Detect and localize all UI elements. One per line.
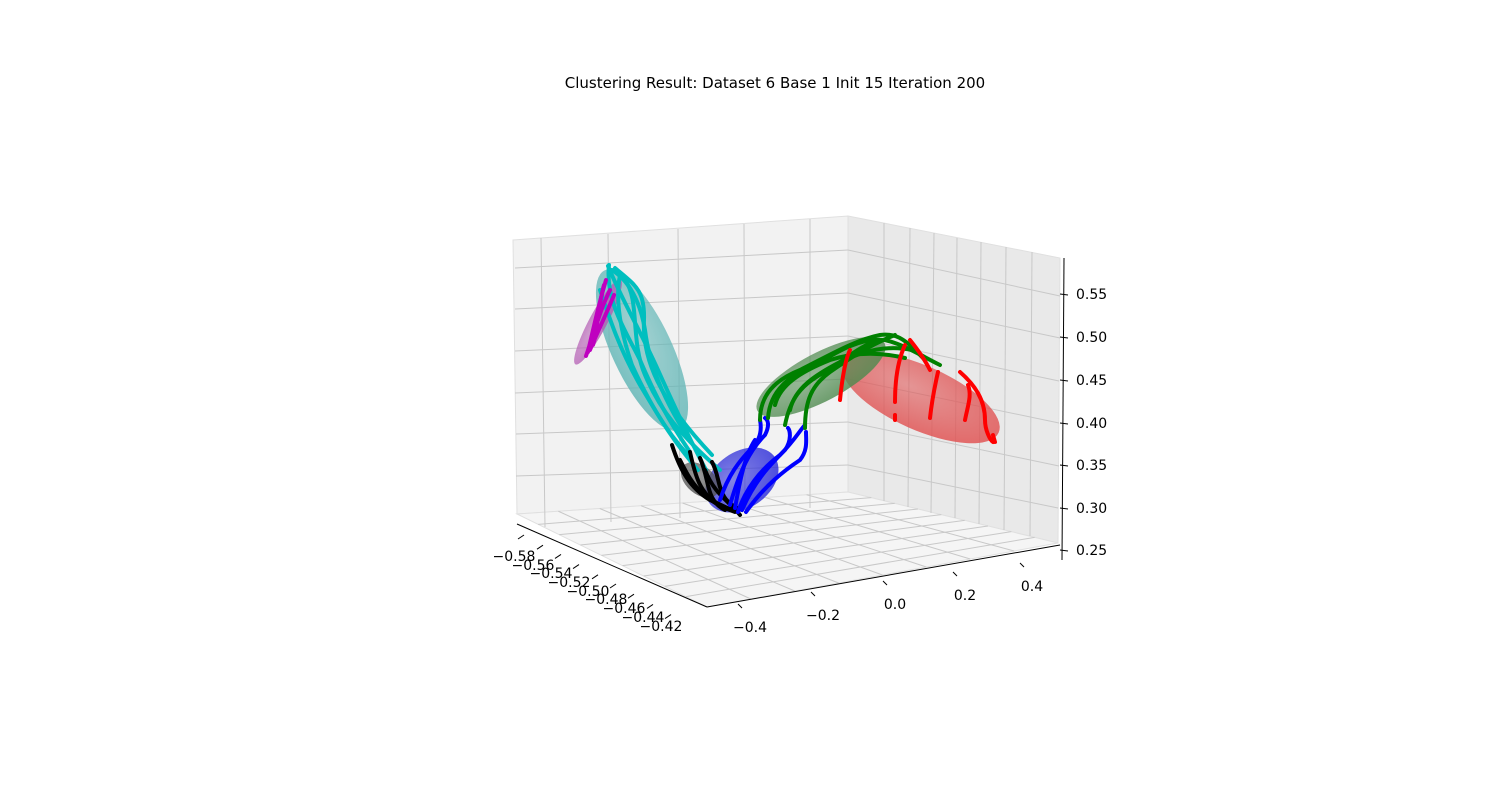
x-tick-label: −0.56 [512, 558, 555, 574]
z-tick-mark [1059, 464, 1069, 467]
trajectory-line [744, 430, 809, 514]
y-tick-label: −0.4 [733, 620, 767, 636]
grid-line [723, 499, 927, 568]
z-tick-label: 0.55 [1076, 287, 1107, 303]
z-tick-mark [1059, 379, 1069, 382]
trajectory-line [803, 333, 897, 430]
z-tick-mark [1059, 336, 1069, 339]
x-tick-mark [536, 544, 544, 550]
y-axis-ticks: −0.4 −0.2 0.0 0.2 0.4 [733, 562, 1043, 636]
z-tick-label: 0.35 [1076, 458, 1107, 474]
x-tick-label: −0.52 [548, 575, 591, 591]
trajectory-line [718, 418, 763, 502]
y-tick-mark [1019, 562, 1025, 568]
grid-line [558, 510, 752, 600]
z-tick-label: 0.50 [1076, 330, 1107, 346]
z-tick-label: 0.30 [1076, 501, 1107, 517]
grid-line [847, 421, 1060, 467]
z-axis-ticks: 0.25 0.30 0.35 0.40 0.45 0.50 0.55 [1059, 287, 1107, 559]
trajectory-line [623, 278, 722, 472]
grid-line [806, 494, 1015, 552]
x-tick-mark [554, 553, 562, 559]
grid-line [1003, 246, 1007, 531]
z-tick-mark [1059, 507, 1069, 510]
trajectory-line [773, 351, 907, 407]
trajectory-line [963, 383, 972, 422]
grid-line [978, 241, 982, 525]
z-tick-label: 0.40 [1076, 416, 1107, 432]
trajectory-line [733, 438, 757, 510]
x-tick-label: −0.48 [585, 592, 628, 608]
trajectory-line [893, 343, 907, 404]
trajectory-line [991, 433, 997, 444]
y-tick-mark [882, 580, 888, 586]
trajectory-line [958, 370, 995, 444]
z-tick-label: 0.45 [1076, 373, 1107, 389]
x-tick-mark [646, 603, 654, 609]
z-tick-label: 0.25 [1076, 543, 1107, 559]
trajectory-line [591, 283, 606, 347]
grid-line [1029, 251, 1033, 537]
x-tick-mark [609, 583, 617, 589]
x-tick-mark [517, 534, 525, 540]
z-tick-mark [1059, 293, 1069, 296]
x-tick-mark [627, 593, 635, 599]
x-tick-label: −0.42 [640, 619, 683, 635]
gridlines [514, 219, 1061, 600]
trajectory-line [678, 458, 737, 514]
trajectory-line [788, 346, 914, 412]
x-tick-label: −0.58 [493, 549, 536, 565]
x-axis-line [516, 523, 708, 608]
grid-line [514, 249, 849, 269]
grid-line [599, 508, 795, 592]
trajectory-line [928, 370, 940, 420]
trajectory-line [908, 338, 932, 372]
y-tick-mark [810, 591, 816, 597]
z-tick-mark [1059, 422, 1069, 425]
grid-line [847, 249, 1061, 297]
grid-line [954, 237, 958, 519]
grid-line [682, 502, 883, 576]
grid-line [765, 497, 971, 560]
cluster-ellipsoid [842, 352, 1000, 444]
y-tick-label: 0.0 [884, 597, 906, 613]
trajectory-line [838, 348, 852, 402]
x-tick-mark [664, 614, 672, 620]
trajectory-line [598, 288, 700, 472]
z-axis-line [1061, 257, 1065, 561]
grid-line [640, 505, 839, 584]
y-tick-label: 0.2 [954, 588, 976, 604]
axis-lines [516, 257, 1065, 608]
z-tick-mark [1059, 549, 1069, 552]
x-tick-label: −0.50 [567, 584, 610, 600]
y-axis-line [706, 544, 1061, 608]
y-tick-label: 0.4 [1021, 579, 1043, 595]
y-tick-mark [737, 603, 743, 609]
x-tick-label: −0.44 [622, 610, 665, 626]
x-tick-label: −0.46 [603, 601, 646, 617]
y-tick-mark [952, 571, 958, 577]
trajectory-line [728, 416, 770, 507]
grid-line [847, 464, 1059, 509]
x-tick-label: −0.54 [530, 566, 573, 582]
grid-line [847, 292, 1061, 339]
y-tick-label: −0.2 [806, 608, 840, 624]
trajectory-line [740, 426, 792, 512]
grid-line [540, 237, 546, 528]
chart-title: Clustering Result: Dataset 6 Base 1 Init… [565, 74, 985, 92]
cluster-trajectories [584, 263, 997, 517]
grid-line [514, 335, 849, 352]
x-axis-ticks: −0.58−0.56−0.54−0.52−0.50−0.48−0.46−0.44… [493, 534, 683, 635]
grid-line [514, 292, 849, 310]
x-tick-mark [591, 574, 599, 580]
x-tick-mark [572, 564, 580, 570]
